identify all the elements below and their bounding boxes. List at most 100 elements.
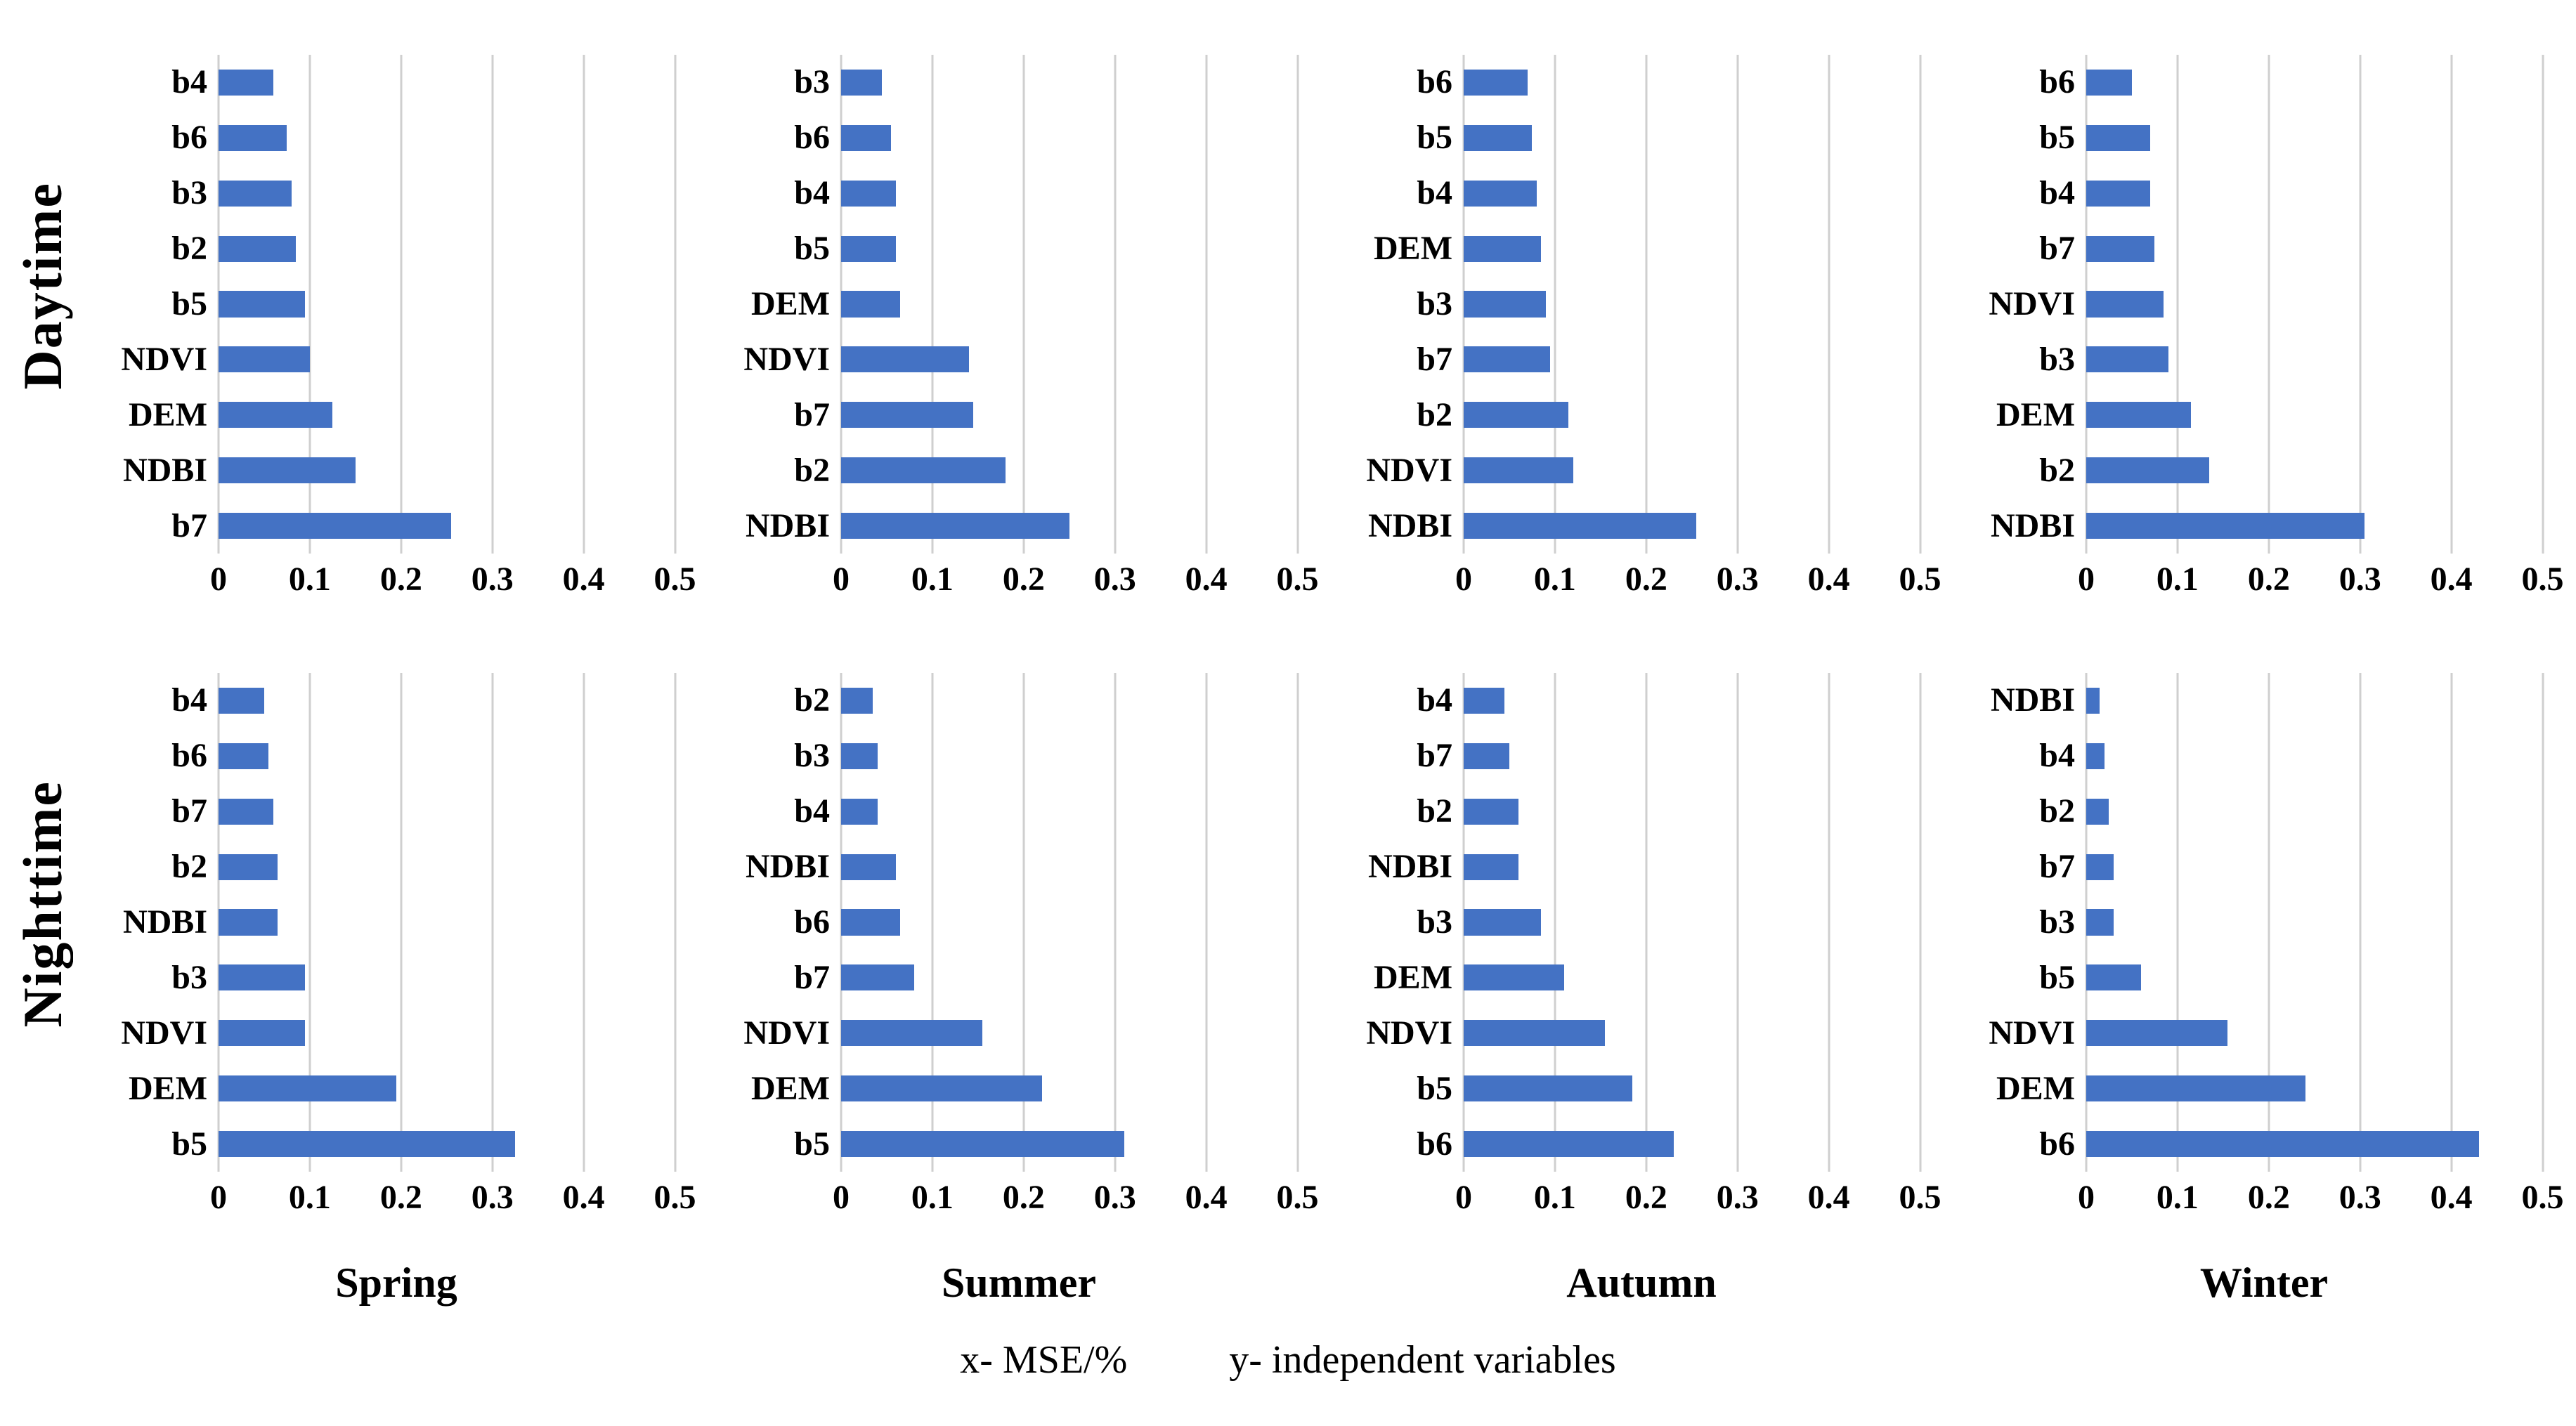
bar-row (2086, 895, 2543, 950)
x-axis-tick: 0.4 (1807, 561, 1850, 598)
bar-DEM (841, 291, 901, 318)
bar-row (841, 498, 1298, 554)
x-axis-tick: 0.5 (1899, 561, 1941, 598)
bar-row (219, 1116, 675, 1172)
x-axis-tick: 0.2 (1625, 561, 1667, 598)
x-axis-tick: 0.1 (1533, 561, 1576, 598)
x-axis-ticks: 0 0.1 0.2 0.3 0.4 0.5 (210, 559, 696, 615)
category-label-b6: b6 (171, 737, 207, 775)
gridline (1554, 55, 1556, 554)
category-label-b7: b7 (794, 395, 830, 433)
bar-row (841, 784, 1298, 839)
gridline (1205, 55, 1208, 554)
bar-b7 (219, 798, 273, 825)
category-label-b7: b7 (171, 792, 207, 830)
bar-b2 (219, 853, 278, 880)
x-axis-tick: 0.2 (1002, 1179, 1045, 1216)
bar-b5 (1464, 1075, 1633, 1102)
category-label-NDBI: NDBI (122, 903, 207, 941)
bar-row (841, 387, 1298, 443)
bar-row (841, 673, 1298, 728)
x-axis-ticks: 0 0.1 0.2 0.3 0.4 0.5 (1455, 559, 1941, 615)
bar-DEM (1464, 964, 1564, 991)
bar-row (219, 277, 675, 332)
category-label-b7: b7 (2039, 230, 2075, 268)
x-axis-tick: 0.1 (288, 1179, 331, 1216)
category-label-NDBI: NDBI (1367, 506, 1452, 544)
bar-b6 (1464, 1131, 1674, 1158)
category-label-b3: b3 (1417, 285, 1452, 322)
x-axis-tick: 0 (833, 561, 850, 598)
bar-row (2086, 728, 2543, 784)
bar-b5 (2086, 964, 2141, 991)
bar-row (841, 55, 1298, 110)
plot-area (840, 673, 1327, 1172)
bar-b3 (1464, 291, 1546, 318)
category-label-b4: b4 (2039, 174, 2075, 212)
category-label-b6: b6 (2039, 63, 2075, 101)
bar-row (219, 110, 675, 166)
x-axis-tick: 0.5 (653, 561, 696, 598)
bar-b4 (1464, 180, 1537, 207)
x-axis-note: x- MSE/% (960, 1338, 1128, 1382)
x-axis-tick: 0.3 (471, 561, 514, 598)
bar-DEM (2086, 1075, 2305, 1102)
x-axis-tick: 0.4 (1807, 1179, 1850, 1216)
gridline (308, 55, 311, 554)
gridline (1828, 55, 1830, 554)
plot-area (2085, 55, 2572, 554)
category-label-b4: b4 (171, 681, 207, 719)
nighttime-row-label-cell: Nighttime (4, 631, 82, 1234)
bar-row (219, 895, 675, 950)
category-label-b5: b5 (1417, 1069, 1452, 1107)
x-axis-tick: 0.1 (911, 561, 954, 598)
bar-row (1464, 728, 1920, 784)
bar-b5 (841, 235, 896, 262)
bar-row (1464, 443, 1920, 498)
plot-column: 0 0.1 0.2 0.3 0.4 0.5 (833, 55, 1327, 615)
bar-row (1464, 277, 1920, 332)
bar-row (2086, 839, 2543, 895)
bar-b6 (2086, 1131, 2479, 1158)
chart-nighttime-autumn: b4 b7 b2 NDBI b3 DEM NDVI b5 b6 0 0.1 0.2 0.3 0.4 0.5 (1334, 631, 1949, 1234)
bar-b2 (2086, 798, 2109, 825)
x-axis-tick: 0.5 (653, 1179, 696, 1216)
bar-row (1464, 673, 1920, 728)
bars (1464, 673, 1920, 1172)
x-axis-tick: 0.3 (471, 1179, 514, 1216)
bar-b7 (841, 964, 914, 991)
category-label-b2: b2 (1417, 792, 1452, 830)
chart-daytime-autumn: b6 b5 b4 DEM b3 b7 b2 NDVI NDBI 0 0.1 0.2 0.3 0.4 0.5 (1334, 13, 1949, 615)
plot-scale (840, 673, 1299, 1172)
plot-column: 0 0.1 0.2 0.3 0.4 0.5 (833, 673, 1327, 1234)
bar-b4 (2086, 743, 2105, 769)
bars (841, 673, 1298, 1172)
x-axis-tick: 0.4 (2430, 1179, 2473, 1216)
category-label-b3: b3 (2039, 903, 2075, 941)
gridline (1022, 673, 1025, 1172)
bar-row (1464, 950, 1920, 1005)
bar-row (1464, 55, 1920, 110)
x-axis-tick: 0.2 (1002, 561, 1045, 598)
chart-daytime-spring: b4 b6 b3 b2 b5 NDVI DEM NDBI b7 0 0.1 0.2 0.3 0.4 0.5 (89, 13, 704, 615)
category-label-NDBI: NDBI (122, 451, 207, 489)
chart-daytime-winter: b6 b5 b4 b7 NDVI b3 DEM b2 NDBI 0 0.1 0.2 0.3 0.4 0.5 (1956, 13, 2572, 615)
category-label-b6: b6 (794, 119, 830, 157)
category-label-b5: b5 (2039, 119, 2075, 157)
category-label-NDVI: NDVI (1366, 451, 1452, 489)
bar-NDVI (219, 1020, 306, 1047)
bar-NDVI (219, 346, 310, 373)
bar-b4 (841, 180, 896, 207)
x-axis-tick: 0.4 (1185, 561, 1228, 598)
x-axis-tick: 0 (2078, 561, 2095, 598)
gridline (1114, 55, 1117, 554)
bar-b2 (219, 235, 297, 262)
bars (1464, 55, 1920, 554)
category-label-b2: b2 (171, 848, 207, 886)
bar-b6 (219, 124, 287, 151)
bar-NDBI (2086, 513, 2365, 539)
gridline (1114, 673, 1117, 1172)
x-axis-tick: 0.1 (911, 1179, 954, 1216)
bar-b2 (1464, 402, 1569, 429)
